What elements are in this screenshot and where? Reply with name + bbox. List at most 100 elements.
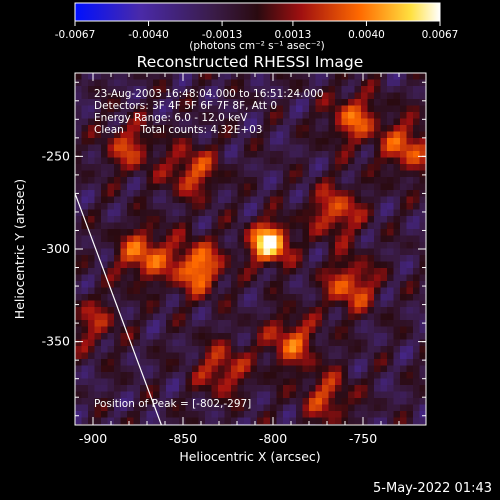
heatmap-cell: [101, 92, 108, 100]
heatmap-cell: [328, 203, 336, 210]
heatmap-cell: [120, 378, 128, 386]
heatmap-cell: [367, 105, 375, 113]
heatmap-cell: [224, 177, 232, 184]
heatmap-cell: [205, 170, 212, 178]
annotation-counts: Clean Total counts: 4.32E+03: [94, 124, 263, 136]
heatmap-cell: [387, 183, 394, 191]
heatmap-cell: [270, 391, 277, 399]
heatmap-cell: [419, 216, 426, 223]
heatmap-cell: [322, 229, 329, 236]
heatmap-cell: [185, 411, 193, 418]
heatmap-cell: [263, 209, 271, 217]
heatmap-cell: [88, 86, 95, 93]
heatmap-cell: [198, 268, 206, 275]
heatmap-cell: [315, 203, 323, 210]
heatmap-cell: [94, 183, 102, 191]
heatmap-cell: [159, 125, 167, 132]
heatmap-cell: [315, 138, 323, 145]
heatmap-cell: [192, 118, 199, 126]
heatmap-cell: [153, 125, 160, 132]
heatmap-cell: [348, 183, 355, 191]
heatmap-cell: [166, 242, 173, 249]
heatmap-cell: [159, 92, 167, 100]
heatmap-cell: [244, 255, 251, 262]
heatmap-cell: [400, 216, 407, 223]
heatmap-cell: [406, 339, 414, 347]
heatmap-cell: [198, 385, 206, 392]
heatmap-cell: [185, 131, 193, 139]
heatmap-cell: [198, 411, 206, 418]
heatmap-cell: [328, 170, 336, 178]
heatmap-cell: [354, 404, 362, 412]
heatmap-cell: [276, 378, 284, 386]
heatmap-cell: [153, 79, 160, 87]
heatmap-cell: [413, 99, 420, 106]
heatmap-cell: [146, 248, 154, 256]
heatmap-cell: [276, 313, 284, 321]
heatmap-cell: [166, 79, 173, 87]
heatmap-cell: [107, 365, 115, 373]
heatmap-cell: [107, 339, 115, 347]
heatmap-cell: [406, 92, 414, 100]
heatmap-cell: [140, 242, 147, 249]
heatmap-cell: [322, 216, 329, 223]
heatmap-cell: [283, 125, 290, 132]
chart-title: Reconstructed RHESSI Image: [137, 53, 364, 71]
heatmap-cell: [322, 235, 329, 243]
heatmap-cell: [354, 190, 362, 197]
heatmap-cell: [335, 209, 342, 217]
heatmap-cell: [244, 229, 251, 236]
heatmap-cell: [166, 157, 173, 165]
heatmap-cell: [387, 177, 394, 184]
heatmap-cell: [153, 73, 160, 80]
heatmap-cell: [322, 183, 329, 191]
heatmap-cell: [400, 300, 407, 308]
heatmap-cell: [88, 99, 95, 106]
heatmap-cell: [159, 378, 167, 386]
heatmap-cell: [393, 398, 401, 405]
heatmap-cell: [185, 294, 193, 301]
heatmap-cell: [406, 385, 414, 392]
heatmap-cell: [88, 112, 95, 119]
heatmap-cell: [205, 352, 212, 360]
heatmap-cell: [244, 287, 251, 295]
heatmap-cell: [205, 333, 212, 340]
heatmap-cell: [127, 404, 134, 412]
heatmap-cell: [309, 365, 316, 373]
heatmap-cell: [257, 222, 264, 230]
heatmap-cell: [179, 333, 186, 340]
heatmap-cell: [250, 73, 258, 80]
heatmap-cell: [263, 164, 271, 171]
heatmap-cell: [146, 411, 154, 418]
heatmap-cell: [198, 105, 206, 113]
heatmap-cell: [296, 86, 303, 93]
heatmap-cell: [179, 352, 186, 360]
heatmap-cell: [211, 326, 219, 334]
heatmap-cell: [400, 307, 407, 314]
heatmap-cell: [159, 326, 167, 334]
heatmap-cell: [127, 203, 134, 210]
heatmap-cell: [179, 164, 186, 171]
heatmap-cell: [120, 417, 128, 425]
heatmap-cell: [140, 320, 147, 327]
heatmap-cell: [283, 281, 290, 288]
heatmap-cell: [380, 411, 388, 418]
heatmap-cell: [81, 131, 89, 139]
heatmap-cell: [309, 391, 316, 399]
heatmap-cell: [101, 157, 108, 165]
heatmap-cell: [237, 274, 245, 282]
heatmap-cell: [354, 138, 362, 145]
heatmap-cell: [263, 170, 271, 178]
heatmap-cell: [380, 391, 388, 399]
heatmap-cell: [400, 248, 407, 256]
heatmap-cell: [348, 73, 355, 80]
heatmap-cell: [166, 313, 173, 321]
x-tick-label: -800: [259, 431, 287, 446]
heatmap-cell: [211, 313, 219, 321]
heatmap-cell: [270, 131, 277, 139]
heatmap-cell: [81, 398, 89, 405]
heatmap-cell: [263, 105, 271, 113]
heatmap-cell: [250, 307, 258, 314]
colorbar-units: (photons cm⁻² s⁻¹ asec⁻²): [189, 40, 324, 52]
heatmap-cell: [120, 112, 128, 119]
